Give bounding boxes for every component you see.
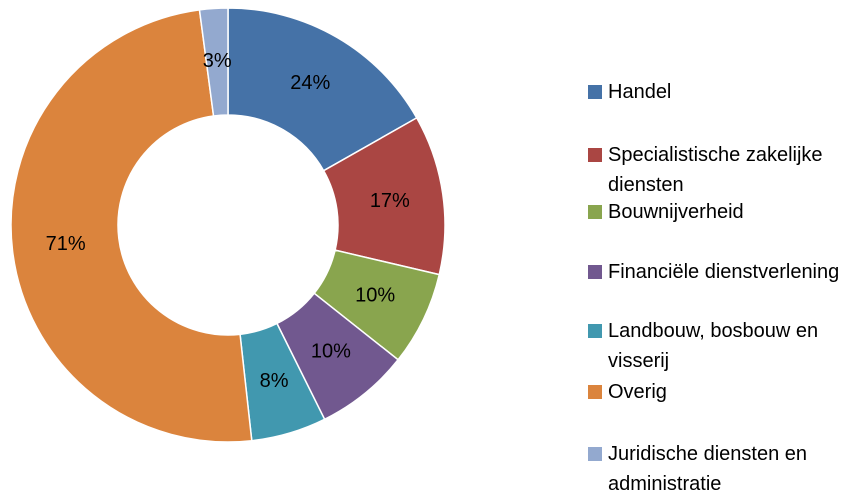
data-label: 17% [370,190,410,212]
data-label: 8% [260,370,289,392]
donut-slice [10,9,253,443]
legend-swatch [588,85,602,99]
legend-label: Overig [608,381,667,403]
donut-slice [198,7,229,117]
legend-label: Landbouw, bosbouw en visserij [608,320,819,372]
data-label: 10% [311,340,351,362]
legend-item: Handel [588,77,850,107]
legend-label: Juridische diensten en administratie [608,443,808,495]
legend-item: Juridische diensten en administratie [588,439,850,499]
legend-label: Bouwnijverheid [608,201,744,223]
legend-item: Bouwnijverheid [588,197,850,227]
data-label: 10% [355,284,395,306]
legend-swatch [588,265,602,279]
data-label: 3% [203,50,232,72]
data-label: 71% [46,233,86,255]
legend-item: Overig [588,377,850,407]
legend-label: Handel [608,81,672,103]
data-label: 24% [290,72,330,94]
legend-label: Specialistische zakelijke diensten [608,144,823,196]
legend-swatch [588,148,602,162]
legend-item: Financiële dienstverlening [588,257,850,287]
legend-item: Landbouw, bosbouw en visserij [588,316,850,376]
legend-label: Financiële dienstverlening [608,261,840,283]
donut-slice [227,7,418,172]
legend-swatch [588,447,602,461]
legend-swatch [588,324,602,338]
legend-swatch [588,385,602,399]
legend-swatch [588,205,602,219]
legend-item: Specialistische zakelijke diensten [588,140,850,200]
